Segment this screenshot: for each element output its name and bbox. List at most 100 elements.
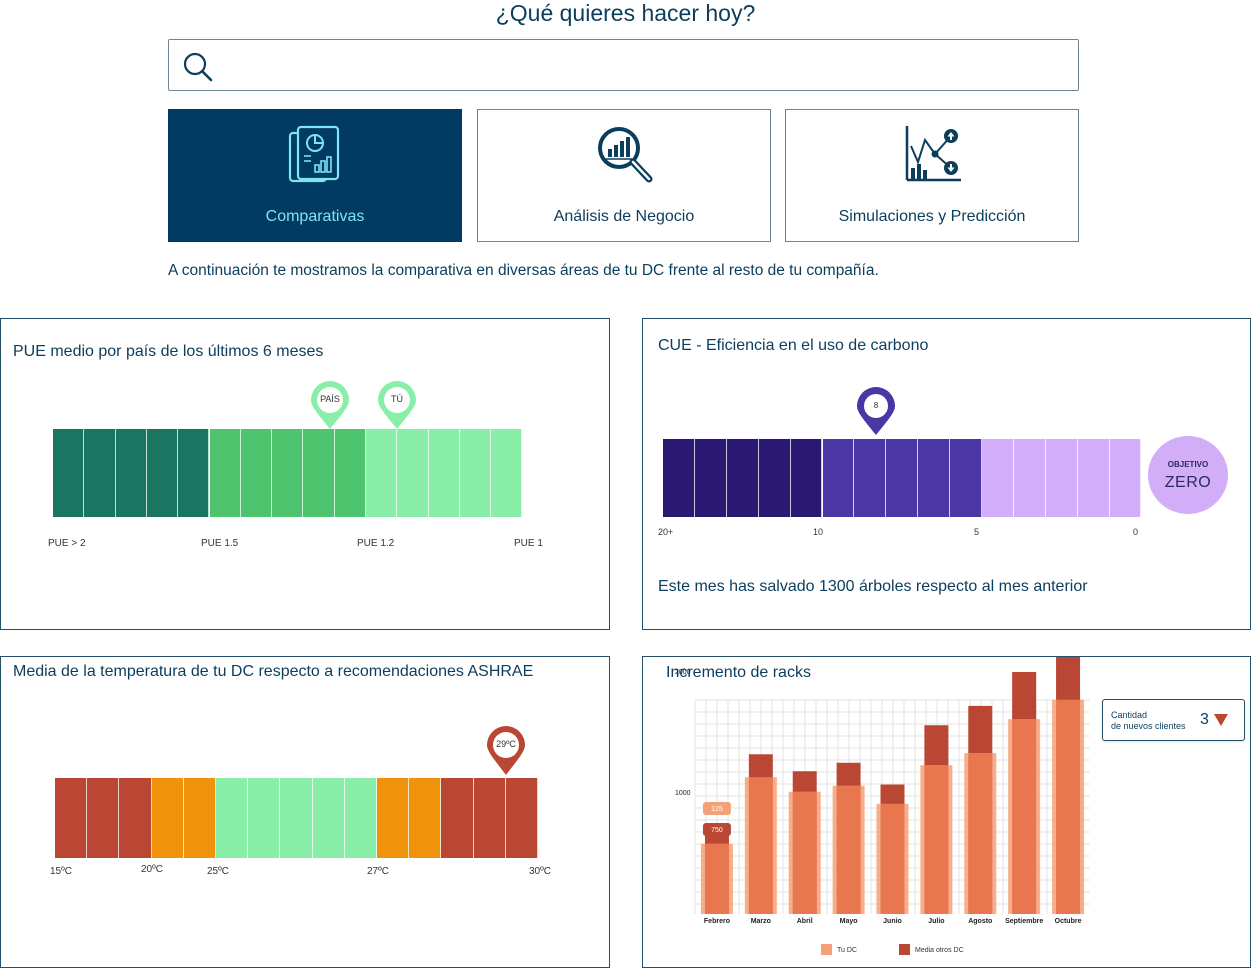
legend-label: Tu DC bbox=[837, 947, 857, 954]
pue-segment bbox=[209, 429, 241, 517]
temperature-segment bbox=[409, 778, 442, 858]
month-label: Julio bbox=[928, 918, 944, 925]
bar-tu-dc bbox=[924, 765, 949, 914]
month-label: Septiembre bbox=[1005, 918, 1043, 925]
month-label: Febrero bbox=[704, 918, 730, 925]
pue-tick: PUE > 2 bbox=[48, 538, 86, 549]
cue-segment bbox=[950, 439, 982, 517]
month-label: Octubre bbox=[1055, 918, 1082, 925]
you-marker-icon bbox=[378, 381, 416, 429]
annotation-value: 750 bbox=[711, 827, 723, 834]
search-icon bbox=[183, 52, 213, 82]
card-label: Análisis de Negocio bbox=[553, 208, 695, 225]
temperature-tick: 15ºC bbox=[50, 866, 72, 877]
cue-segment bbox=[694, 439, 727, 517]
new-clients-box: Cantidad de nuevos clientes 3 bbox=[1102, 699, 1245, 741]
temperature-marker-icon bbox=[487, 726, 525, 775]
trees-saved-text: Este mes has salvado 1300 árboles respec… bbox=[658, 578, 1088, 595]
search-box[interactable] bbox=[168, 39, 1079, 91]
pue-tick: PUE 1 bbox=[514, 538, 543, 549]
cue-segment bbox=[1077, 439, 1110, 517]
temperature-segment bbox=[87, 778, 120, 858]
y-tick-label: 1000 bbox=[675, 790, 691, 797]
temperature-segment bbox=[280, 778, 313, 858]
panel-title: Media de la temperatura de tu DC respect… bbox=[13, 663, 534, 680]
temperature-segment bbox=[377, 778, 410, 858]
pue-segment bbox=[272, 429, 304, 517]
pue-segment bbox=[334, 429, 366, 517]
cue-panel: CUE - Eficiencia en el uso de carbono 20… bbox=[642, 318, 1251, 630]
annotation-bubble bbox=[702, 802, 731, 815]
cue-tick: 10 bbox=[813, 527, 824, 537]
pue-segment bbox=[366, 429, 398, 517]
cue-segment bbox=[663, 439, 695, 517]
temperature-segment bbox=[441, 778, 474, 858]
temperature-panel: Media de la temperatura de tu DC respect… bbox=[0, 656, 610, 968]
card-comparativas[interactable]: Comparativas bbox=[168, 109, 462, 242]
temperature-marker-label: 29ºC bbox=[496, 739, 516, 749]
y-tick-label: 2000 bbox=[675, 669, 691, 676]
pue-segment bbox=[53, 429, 85, 517]
annotation-pointer bbox=[713, 836, 720, 840]
card-analisis-negocio[interactable]: Análisis de Negocio bbox=[477, 109, 771, 242]
search-input[interactable] bbox=[225, 48, 1065, 82]
pue-segment bbox=[459, 429, 492, 517]
report-chart-icon bbox=[169, 124, 461, 186]
cue-segment bbox=[822, 439, 855, 517]
month-label: Junio bbox=[883, 918, 902, 925]
bar-tu-dc bbox=[748, 777, 773, 914]
cue-segment bbox=[1045, 439, 1078, 517]
card-simulaciones-prediccion[interactable]: Simulaciones y Predicción bbox=[785, 109, 1079, 242]
temperature-tick: 20ºC bbox=[141, 864, 163, 875]
cue-segment bbox=[758, 439, 791, 517]
temperature-segment bbox=[183, 778, 216, 858]
intro-text: A continuación te mostramos la comparati… bbox=[168, 262, 879, 279]
pue-segment bbox=[146, 429, 179, 517]
cue-segment bbox=[1013, 439, 1046, 517]
pue-segment bbox=[240, 429, 273, 517]
triangle-down-icon bbox=[1214, 714, 1228, 726]
bar-tu-dc bbox=[1056, 699, 1081, 914]
temperature-segment bbox=[55, 778, 88, 858]
temperature-tick: 25ºC bbox=[207, 866, 229, 877]
bar-tu-dc bbox=[880, 803, 905, 914]
racks-bar-chart: Febrero Marzo Abril Mayo Junio Julio Agosto Sep… bbox=[675, 657, 1090, 955]
temperature-segment bbox=[473, 778, 506, 858]
panel-title: CUE - Eficiencia en el uso de carbono bbox=[658, 337, 929, 354]
pue-segment bbox=[115, 429, 147, 517]
month-label: Abril bbox=[797, 918, 813, 925]
new-clients-value: 3 bbox=[1200, 711, 1209, 728]
month-label: Agosto bbox=[968, 918, 992, 925]
cue-tick: 5 bbox=[974, 527, 980, 537]
legend-swatch-tu-dc bbox=[821, 944, 832, 955]
bar-tu-dc bbox=[836, 785, 861, 914]
temperature-tick: 30ºC bbox=[529, 866, 551, 877]
objective-value: ZERO bbox=[1164, 474, 1212, 491]
country-marker-icon bbox=[311, 381, 349, 429]
temperature-segment bbox=[344, 778, 377, 858]
annotation-bubble bbox=[702, 823, 731, 836]
cue-segment bbox=[1109, 439, 1142, 517]
temperature-segment bbox=[119, 778, 152, 858]
month-label: Mayo bbox=[840, 918, 858, 925]
cue-marker-icon bbox=[857, 387, 895, 435]
temperature-segment bbox=[216, 778, 249, 858]
pue-segment bbox=[178, 429, 210, 517]
temperature-tick: 27ºC bbox=[367, 866, 389, 877]
cue-segment bbox=[982, 439, 1014, 517]
pue-segment bbox=[397, 429, 429, 517]
pue-segment bbox=[303, 429, 335, 517]
cue-segment bbox=[726, 439, 759, 517]
bar-tu-dc bbox=[704, 843, 729, 914]
card-label: Simulaciones y Predicción bbox=[838, 208, 1026, 225]
temperature-segment bbox=[151, 778, 184, 858]
panel-title: PUE medio por país de los últimos 6 mese… bbox=[13, 343, 324, 360]
pue-tick: PUE 1.5 bbox=[201, 538, 239, 549]
pue-segment bbox=[84, 429, 116, 517]
objective-badge: OBJETIVO ZERO bbox=[1148, 436, 1228, 514]
pue-panel: PUE medio por país de los últimos 6 mese… bbox=[0, 318, 610, 630]
magnifier-chart-icon bbox=[478, 124, 770, 186]
card-label: Comparativas bbox=[265, 208, 365, 225]
temperature-segment bbox=[312, 778, 345, 858]
pue-segment bbox=[428, 429, 460, 517]
